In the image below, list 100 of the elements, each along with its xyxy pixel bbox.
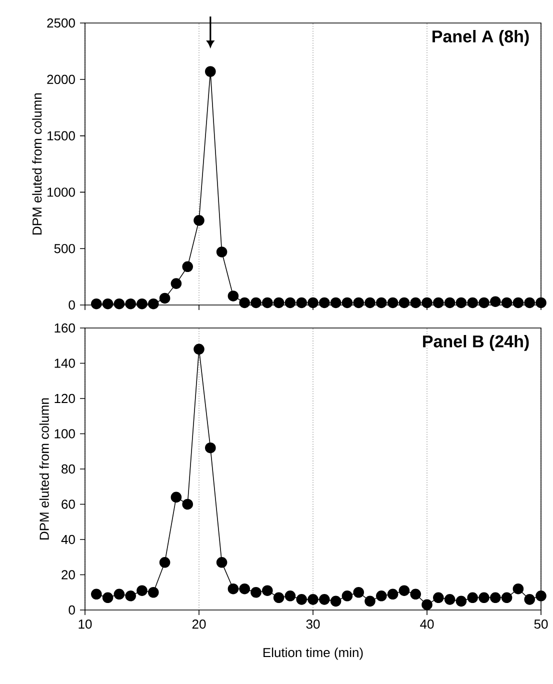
point: [274, 297, 284, 308]
point: [91, 588, 102, 600]
x-tick-label: 10: [78, 620, 92, 629]
point: [239, 297, 250, 308]
point: [91, 298, 102, 310]
point: [319, 594, 330, 605]
point: [376, 297, 388, 308]
point: [478, 297, 490, 308]
point: [216, 246, 228, 258]
point: [182, 261, 194, 272]
point: [399, 297, 410, 308]
point: [216, 557, 228, 568]
y-tick-label: 0: [68, 300, 76, 310]
point: [342, 297, 353, 308]
point: [205, 442, 216, 454]
point: [250, 297, 262, 308]
point: [502, 592, 512, 604]
y-axis-title: DPM eluted from column: [32, 93, 42, 234]
point: [250, 586, 262, 598]
point: [467, 297, 478, 308]
point: [456, 297, 467, 308]
point: [228, 583, 239, 594]
point: [330, 297, 342, 308]
x-tick-label: 20: [192, 620, 206, 629]
point: [262, 297, 274, 308]
point: [136, 585, 148, 596]
point: [342, 590, 353, 602]
point: [364, 596, 376, 607]
point: [490, 592, 502, 604]
point: [194, 214, 205, 226]
point: [308, 297, 319, 308]
point: [296, 594, 308, 605]
y-tick-label: 1000: [48, 188, 76, 197]
x-axis-title: Elution time (min): [264, 648, 363, 660]
point: [171, 492, 182, 503]
point: [239, 583, 250, 594]
y-tick-label: 0: [68, 605, 76, 615]
point: [125, 298, 136, 310]
point: [319, 297, 330, 308]
point: [490, 296, 502, 308]
point: [285, 590, 296, 602]
y-tick-label: 60: [62, 500, 76, 509]
point: [388, 297, 398, 308]
point: [353, 586, 364, 598]
point: [410, 297, 422, 308]
point: [148, 586, 160, 598]
y-axis-title: DPM eluted from column: [40, 398, 50, 540]
point: [444, 297, 456, 308]
point: [296, 297, 308, 308]
y-tick-label: 100: [54, 429, 76, 438]
point: [433, 592, 444, 604]
point: [524, 594, 536, 605]
point: [513, 583, 524, 594]
point: [433, 297, 444, 308]
y-tick-label: 2000: [47, 74, 76, 84]
y-tick-label: 140: [54, 358, 76, 368]
point: [456, 596, 467, 607]
point: [467, 592, 478, 604]
y-tick-label: 40: [62, 534, 76, 544]
point: [114, 588, 125, 600]
point: [388, 588, 398, 600]
point: [136, 298, 148, 310]
y-tick-label: 160: [54, 323, 76, 333]
point: [353, 297, 364, 308]
point: [228, 290, 239, 302]
point: [114, 298, 125, 310]
point: [205, 66, 216, 77]
point: [148, 298, 160, 310]
point: [285, 297, 296, 308]
point: [160, 292, 170, 304]
point: [513, 297, 524, 308]
x-tick-label: 30: [306, 620, 320, 629]
point: [399, 585, 410, 596]
y-tick-label: 80: [62, 464, 76, 474]
point: [194, 344, 205, 355]
point: [171, 278, 182, 289]
chart-title: Panel B (24h): [423, 334, 529, 351]
point: [524, 297, 536, 308]
point: [102, 298, 114, 310]
point: [160, 557, 170, 568]
y-tick-label: 2500: [47, 18, 76, 28]
point: [274, 592, 284, 604]
y-tick-label: 500: [54, 244, 76, 254]
point: [262, 585, 274, 596]
x-tick-label: 40: [420, 620, 434, 629]
y-tick-label: 1500: [48, 131, 76, 140]
point: [308, 594, 319, 605]
point: [422, 297, 433, 308]
point: [182, 498, 194, 510]
point: [410, 588, 422, 600]
point: [376, 590, 388, 602]
point: [444, 594, 456, 605]
chart-title: Panel A (8h): [432, 30, 529, 46]
point: [102, 592, 114, 604]
point: [422, 599, 433, 610]
point: [478, 592, 490, 604]
point: [536, 590, 547, 602]
point: [364, 297, 376, 308]
x-tick-label: 50: [534, 620, 548, 629]
point: [536, 297, 547, 308]
